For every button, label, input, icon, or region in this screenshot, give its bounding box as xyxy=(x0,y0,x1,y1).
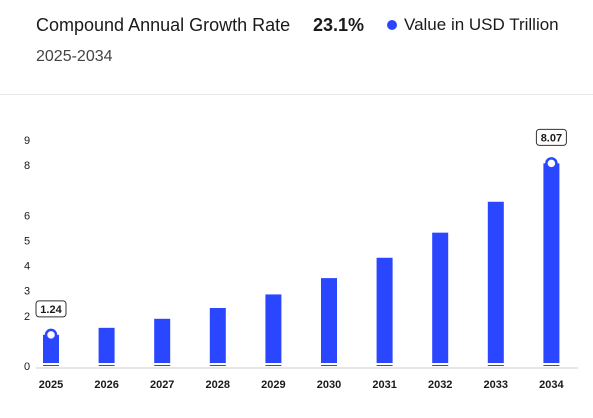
data-label-box-2025 xyxy=(35,300,67,318)
y-tick-label: 9 xyxy=(24,135,30,147)
y-tick-label: 4 xyxy=(24,261,30,273)
x-tick-label: 2030 xyxy=(317,379,341,391)
x-tick-label: 2029 xyxy=(261,379,285,391)
x-tick-label: 2027 xyxy=(150,379,174,391)
bar-2026 xyxy=(98,327,115,366)
data-point-marker-2034 xyxy=(545,157,558,170)
data-label-box-2034 xyxy=(535,128,567,146)
y-tick-label: 0 xyxy=(24,361,30,373)
x-tick-label: 2025 xyxy=(39,379,63,391)
bar-2031 xyxy=(376,257,393,366)
bar-2034 xyxy=(543,163,560,366)
bar-2033 xyxy=(487,201,504,366)
x-tick-label: 2032 xyxy=(428,379,452,391)
legend-label: Value in USD Trillion xyxy=(404,15,559,34)
y-tick-label: 2 xyxy=(24,311,30,323)
bar-2029 xyxy=(265,294,282,366)
y-tick-label: 3 xyxy=(24,286,30,298)
y-tick-label: 6 xyxy=(24,210,30,222)
data-point-marker-2025 xyxy=(44,328,58,342)
cagr-value: 23.1% xyxy=(313,15,365,35)
data-label-2034: 8.07 xyxy=(541,132,562,144)
bar-2027 xyxy=(154,318,171,366)
bar-2028 xyxy=(209,307,226,366)
bar-2030 xyxy=(321,278,337,366)
x-tick-label: 2028 xyxy=(206,379,230,391)
x-tick-label: 2034 xyxy=(539,379,564,391)
x-tick-label: 2026 xyxy=(94,379,118,391)
bar-2025 xyxy=(43,334,59,366)
data-label-2025: 1.24 xyxy=(40,304,62,316)
cagr-label: Compound Annual Growth Rate xyxy=(36,15,291,35)
period-label: 2025-2034 xyxy=(36,48,113,65)
y-tick-label: 8 xyxy=(24,160,30,172)
x-tick-label: 2033 xyxy=(484,379,508,391)
legend-dot-icon xyxy=(387,20,397,30)
y-tick-label: 5 xyxy=(24,235,30,247)
x-tick-label: 2031 xyxy=(372,379,396,391)
bar-2032 xyxy=(432,232,449,366)
chart-header: Compound Annual Growth Rate 23.1% Value … xyxy=(0,0,593,95)
